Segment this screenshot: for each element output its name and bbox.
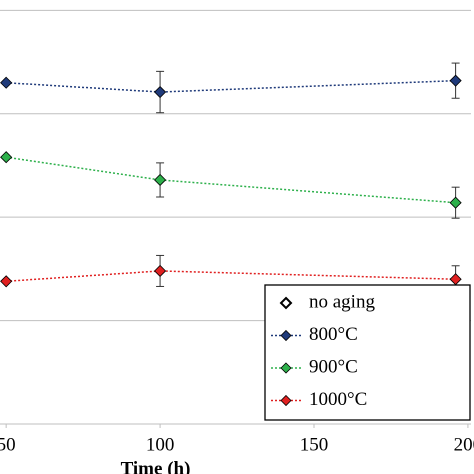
marker bbox=[0, 76, 13, 89]
legend-box bbox=[264, 284, 471, 421]
legend-marker bbox=[280, 362, 292, 374]
marker bbox=[0, 151, 13, 164]
legend-label: no aging bbox=[309, 291, 375, 312]
marker bbox=[0, 275, 13, 288]
series-line bbox=[6, 79, 456, 93]
legend-marker bbox=[279, 296, 293, 310]
x-tick-label: 200 bbox=[454, 434, 474, 455]
series-line bbox=[6, 270, 456, 283]
legend-label: 900°C bbox=[309, 356, 358, 377]
marker bbox=[154, 264, 167, 278]
legend-marker bbox=[280, 394, 292, 407]
x-tick-label: 100 bbox=[146, 434, 175, 455]
legend-label: 1000°C bbox=[309, 389, 367, 410]
series-line bbox=[6, 156, 456, 204]
x-tick-label: 150 bbox=[300, 434, 329, 455]
marker bbox=[154, 173, 167, 187]
legend-label: 800°C bbox=[309, 324, 358, 345]
marker bbox=[449, 196, 462, 209]
x-tick-label: 50 bbox=[0, 434, 16, 455]
legend-marker bbox=[280, 329, 292, 342]
marker bbox=[449, 74, 462, 87]
marker bbox=[154, 85, 167, 99]
x-axis-label: Time (h) bbox=[121, 458, 191, 474]
marker bbox=[449, 273, 462, 286]
